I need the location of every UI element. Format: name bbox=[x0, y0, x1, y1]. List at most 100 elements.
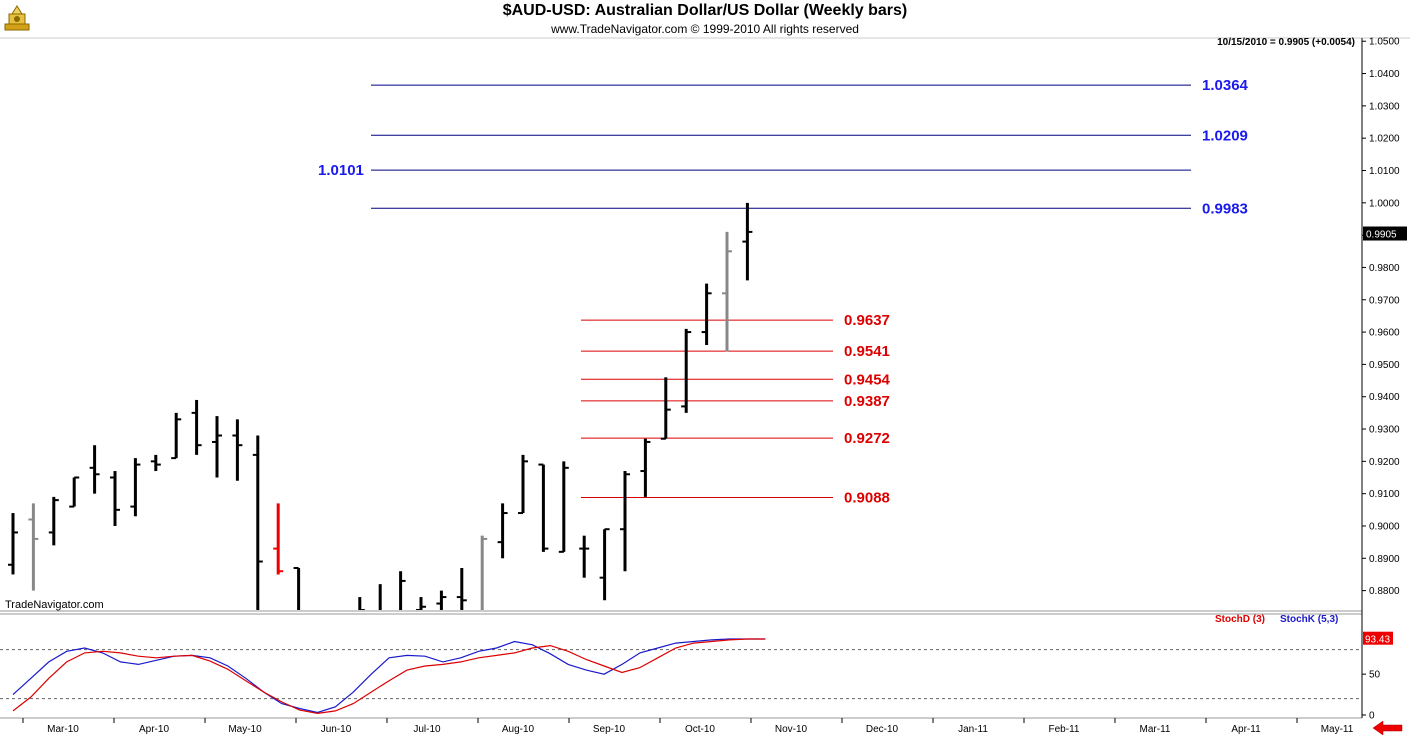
x-tick-label: Sep-10 bbox=[593, 724, 626, 735]
x-tick-label: Dec-10 bbox=[866, 724, 899, 735]
ohlc-bar bbox=[212, 416, 222, 478]
y-tick-label: 0.9800 bbox=[1369, 263, 1400, 274]
support-label: 0.9541 bbox=[844, 343, 890, 360]
x-axis-month: Dec-10 bbox=[841, 718, 899, 735]
y-tick-label: 1.0400 bbox=[1369, 69, 1400, 80]
x-axis-month: Jul-10 bbox=[386, 718, 441, 735]
ohlc-bar bbox=[416, 597, 426, 610]
x-axis-month: May-10 bbox=[204, 718, 262, 735]
support-label: 0.9454 bbox=[844, 371, 891, 388]
y-tick-label: 0.9600 bbox=[1369, 328, 1400, 339]
y-tick-label: 1.0200 bbox=[1369, 134, 1400, 145]
x-tick-label: May-11 bbox=[1321, 724, 1354, 735]
support-level: 0.9387 bbox=[581, 393, 890, 410]
x-axis-month: Apr-11 bbox=[1205, 718, 1261, 735]
ohlc-bar bbox=[191, 399, 202, 455]
x-axis-month: May-11 bbox=[1296, 718, 1354, 735]
x-tick-label: Mar-10 bbox=[47, 724, 79, 735]
support-label: 0.9088 bbox=[844, 490, 890, 507]
ohlc-bars bbox=[8, 202, 753, 610]
stoch-k-line bbox=[12, 638, 766, 714]
x-axis-month: Jun-10 bbox=[295, 718, 352, 735]
x-axis-month: Sep-10 bbox=[568, 718, 626, 735]
x-tick-label: May-10 bbox=[228, 724, 262, 735]
ohlc-bar bbox=[579, 535, 590, 578]
ohlc-bar bbox=[48, 496, 59, 546]
y-tick-label: 1.0100 bbox=[1369, 166, 1400, 177]
last-quote-text: 10/15/2010 = 0.9905 (+0.0054) bbox=[1217, 37, 1355, 48]
x-axis-month: Mar-10 bbox=[22, 718, 79, 735]
y-tick-label: 0.9300 bbox=[1369, 425, 1400, 436]
ohlc-bar bbox=[273, 503, 284, 575]
ohlc-bar bbox=[660, 377, 671, 440]
y-tick-label: 0.9200 bbox=[1369, 457, 1400, 468]
ohlc-bar bbox=[378, 584, 382, 610]
ohlc-bar bbox=[722, 231, 732, 352]
ohlc-bar bbox=[599, 528, 610, 601]
ohlc-bar bbox=[69, 476, 80, 508]
x-axis-month: Mar-11 bbox=[1114, 718, 1171, 735]
ohlc-bar bbox=[232, 419, 243, 481]
x-tick-label: Jan-11 bbox=[958, 724, 988, 735]
x-tick-label: Apr-10 bbox=[139, 724, 169, 735]
stoch-tick-label: 50 bbox=[1369, 670, 1381, 681]
resistance-label: 0.9983 bbox=[1202, 200, 1248, 217]
resistance-level: 1.0364 bbox=[371, 77, 1249, 94]
y-tick-label: 1.0000 bbox=[1369, 198, 1400, 209]
resistance-level: 1.0101 bbox=[318, 162, 1191, 179]
trade-navigator-logo-icon bbox=[4, 5, 30, 31]
support-label: 0.9272 bbox=[844, 430, 890, 447]
y-tick-label: 0.9000 bbox=[1369, 521, 1400, 532]
ohlc-bar bbox=[150, 454, 161, 472]
resistance-label: 1.0364 bbox=[1202, 77, 1249, 94]
ohlc-bar bbox=[480, 535, 488, 610]
support-level: 0.9272 bbox=[581, 430, 890, 447]
support-level: 0.9541 bbox=[581, 343, 890, 360]
ohlc-bar bbox=[538, 463, 549, 552]
ohlc-bar bbox=[252, 435, 263, 610]
x-tick-label: Feb-11 bbox=[1049, 724, 1080, 735]
x-tick-label: Mar-11 bbox=[1140, 724, 1171, 735]
x-tick-label: Aug-10 bbox=[502, 724, 535, 735]
ohlc-bar bbox=[620, 471, 630, 572]
support-label: 0.9637 bbox=[844, 312, 890, 329]
ohlc-bar bbox=[358, 597, 365, 610]
y-tick-label: 0.8900 bbox=[1369, 554, 1400, 565]
stoch-tick-label: 0 bbox=[1369, 711, 1375, 722]
support-level: 0.9088 bbox=[581, 490, 890, 507]
ohlc-bar bbox=[456, 567, 467, 610]
x-tick-label: Apr-11 bbox=[1231, 724, 1261, 735]
price-y-axis: 1.0500 1.0400 1.0300 1.0200 1.0100 1.0000 0.99… bbox=[1362, 37, 1400, 597]
ohlc-bar bbox=[130, 458, 141, 517]
legend-stoch-d: StochD (3) bbox=[1215, 614, 1265, 625]
resistance-label: 1.0209 bbox=[1202, 127, 1248, 144]
y-tick-label: 1.0500 bbox=[1369, 37, 1400, 48]
resistance-level: 1.0209 bbox=[371, 127, 1248, 144]
y-tick-label: 0.9500 bbox=[1369, 360, 1400, 371]
ohlc-bar bbox=[28, 503, 39, 591]
y-tick-label: 1.0300 bbox=[1369, 101, 1400, 112]
last-price-tag-bg bbox=[1363, 226, 1407, 241]
last-price-tag: 0.9905 bbox=[1366, 230, 1397, 241]
x-axis-month: Nov-10 bbox=[750, 718, 808, 735]
watermark-text: TradeNavigator.com bbox=[5, 599, 104, 611]
chart-title: $AUD-USD: Australian Dollar/US Dollar (W… bbox=[502, 2, 908, 19]
x-axis-month: Oct-10 bbox=[659, 718, 715, 735]
ohlc-bar bbox=[681, 328, 692, 413]
ohlc-bar bbox=[558, 461, 569, 553]
ohlc-bar bbox=[293, 566, 301, 610]
ohlc-bar bbox=[89, 445, 100, 494]
x-tick-label: Oct-10 bbox=[685, 724, 715, 735]
ohlc-bar bbox=[518, 454, 528, 515]
support-level: 0.9454 bbox=[581, 371, 891, 388]
x-tick-label: Nov-10 bbox=[775, 724, 808, 735]
support-label: 0.9387 bbox=[844, 393, 890, 410]
x-axis-month: Aug-10 bbox=[477, 718, 535, 735]
ohlc-bar bbox=[436, 590, 447, 610]
resistance-level: 0.9983 bbox=[371, 200, 1248, 217]
legend-stoch-k: StochK (5,3) bbox=[1280, 614, 1338, 625]
stoch-last-tag-bg bbox=[1363, 631, 1393, 645]
stoch-last-tag: 93.43 bbox=[1365, 635, 1390, 646]
ohlc-bar bbox=[742, 202, 753, 281]
